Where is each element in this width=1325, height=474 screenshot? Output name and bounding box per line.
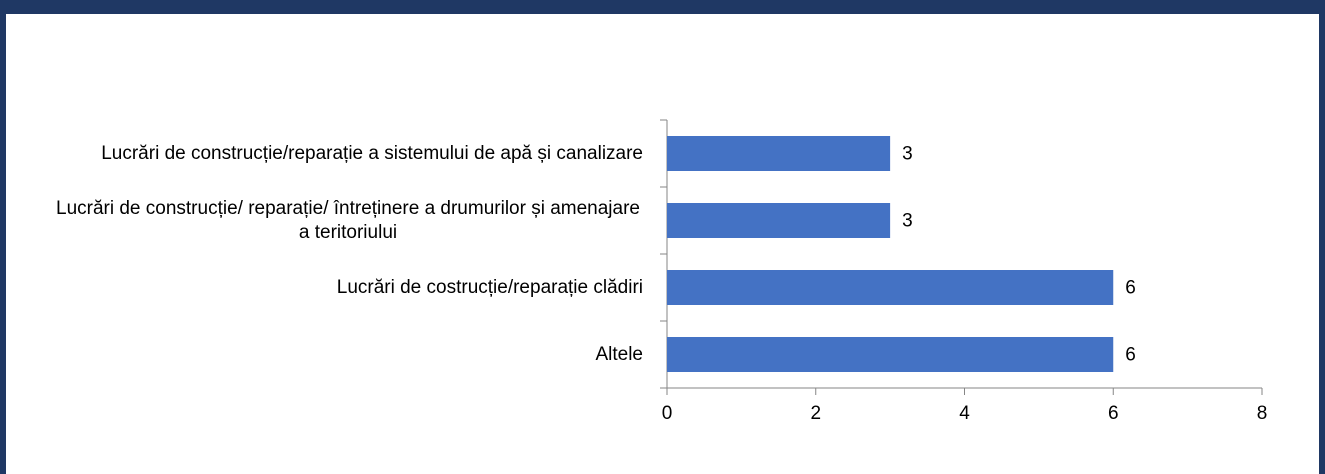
category-label-box: Lucrări de construcție/ reparație/ între… [53, 187, 643, 254]
category-label: Lucrări de construcție/ reparație/ între… [56, 197, 640, 243]
category-label: Altele [595, 343, 643, 365]
x-tick-label: 8 [1257, 403, 1268, 424]
bar [667, 136, 891, 171]
data-label: 3 [902, 211, 913, 232]
x-tick-label: 4 [959, 403, 970, 424]
bar [667, 203, 891, 238]
frame-right [1319, 0, 1325, 474]
category-label: Lucrări de construcție/reparație a siste… [101, 142, 643, 164]
category-label-box: Lucrări de construcție/reparație a siste… [101, 120, 643, 187]
category-label-box: Altele [595, 321, 643, 388]
x-tick-label: 2 [810, 403, 821, 424]
category-label-box: Lucrări de costrucție/reparație clădiri [337, 254, 643, 321]
data-label: 6 [1125, 345, 1136, 366]
data-label: 3 [902, 144, 913, 165]
x-tick-label: 0 [662, 403, 673, 424]
frame-top [0, 0, 1325, 14]
category-label: Lucrări de costrucție/reparație clădiri [336, 276, 643, 298]
frame-left [0, 0, 6, 474]
x-tick-label: 6 [1108, 403, 1119, 424]
bar [667, 337, 1114, 372]
bar [667, 270, 1114, 305]
data-label: 6 [1125, 278, 1136, 299]
